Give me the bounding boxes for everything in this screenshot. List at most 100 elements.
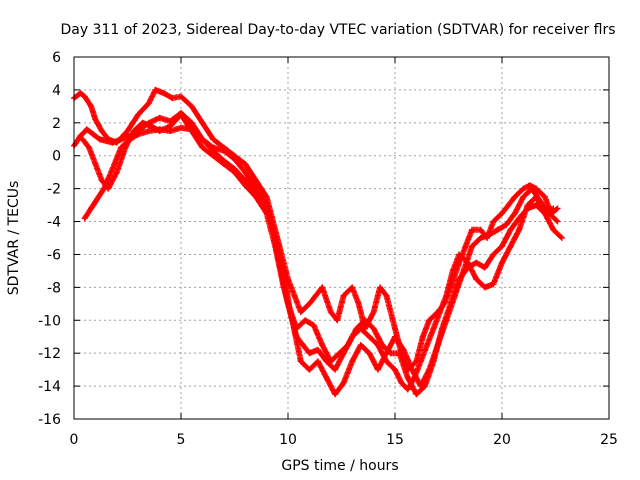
data-point	[188, 103, 195, 110]
data-point	[507, 243, 514, 250]
x-tick-label: 15	[386, 432, 404, 448]
data-point	[490, 251, 497, 258]
data-point	[558, 235, 565, 241]
data-point	[486, 231, 493, 238]
x-tick-label: 20	[493, 432, 511, 448]
data-point-markers	[81, 124, 556, 398]
data-point	[477, 235, 484, 241]
axis-ticks: 0 5 10 15 20 25 -16 -14 -12 -10 -8 -6 -4 -2 0 2 4 6	[38, 50, 618, 448]
data-point	[541, 193, 548, 200]
data-point	[464, 264, 471, 271]
x-tick-label: 0	[70, 432, 79, 448]
data-point	[447, 300, 454, 307]
data-point	[323, 374, 330, 381]
data-point	[156, 114, 163, 121]
data-point	[516, 226, 523, 233]
data-point	[392, 325, 398, 332]
data-point	[314, 346, 321, 353]
data-point	[379, 341, 386, 348]
data-point	[499, 259, 505, 266]
grid-lines	[74, 57, 609, 419]
y-tick-label: -16	[38, 412, 61, 428]
data-point	[319, 341, 326, 348]
data-point	[400, 346, 407, 353]
data-point	[511, 193, 518, 200]
data-point	[413, 391, 420, 398]
data-point	[404, 386, 411, 393]
data-point	[130, 128, 137, 135]
data-point	[88, 103, 95, 110]
data-point	[96, 136, 103, 143]
data-point	[293, 325, 300, 332]
data-point	[118, 136, 125, 143]
data-point	[242, 169, 249, 176]
data-point	[355, 300, 362, 307]
chart-title: Day 311 of 2023, Sidereal Day-to-day VTE…	[60, 22, 615, 38]
data-point	[188, 119, 195, 126]
data-point	[507, 226, 514, 233]
data-point	[83, 126, 90, 133]
data-point	[340, 292, 347, 299]
data-series	[81, 124, 557, 398]
data-point	[516, 215, 523, 222]
data-point	[526, 182, 533, 189]
y-tick-label: -10	[38, 313, 61, 329]
data-point	[419, 333, 426, 340]
data-point	[167, 128, 174, 135]
data-point	[220, 147, 227, 154]
data-point	[377, 284, 384, 291]
data-point	[210, 136, 217, 143]
data-series	[71, 109, 565, 393]
data-point	[252, 177, 259, 184]
y-tick-label: 4	[52, 83, 61, 99]
data-point	[533, 202, 540, 209]
data-point	[417, 358, 424, 365]
data-point	[109, 139, 116, 146]
data-point	[100, 185, 107, 192]
data-point	[199, 119, 206, 126]
data-point	[392, 333, 398, 340]
data-point	[145, 100, 152, 107]
data-point	[473, 276, 480, 283]
data-point	[439, 325, 446, 332]
data-point	[349, 284, 356, 291]
data-point	[81, 215, 88, 222]
data-point	[302, 317, 309, 324]
data-point	[77, 132, 84, 139]
data-point	[263, 205, 270, 212]
data-point	[263, 193, 270, 200]
data-point	[178, 111, 184, 118]
data-point	[520, 193, 527, 200]
data-point	[499, 210, 505, 217]
y-tick-label: -4	[47, 215, 61, 231]
data-point	[520, 185, 527, 192]
x-tick-label: 10	[279, 432, 297, 448]
data-point	[436, 309, 443, 316]
data-point	[297, 309, 304, 316]
data-point	[430, 325, 437, 332]
data-point	[473, 259, 480, 266]
data-point	[456, 276, 463, 283]
data-point	[188, 126, 195, 133]
data-point	[220, 157, 227, 164]
data-point	[88, 205, 95, 212]
data-point	[199, 144, 206, 151]
data-point	[92, 198, 99, 205]
data-series	[79, 111, 561, 398]
data-point	[242, 177, 249, 184]
data-point	[370, 325, 377, 332]
data-point	[503, 221, 510, 228]
data-point	[124, 128, 131, 135]
data-point	[252, 188, 259, 195]
data-point	[511, 210, 518, 217]
data-point	[299, 341, 306, 348]
data-point	[109, 165, 116, 172]
data-point	[310, 322, 317, 329]
data-point	[554, 218, 561, 225]
data-point	[404, 374, 411, 381]
data-point	[528, 185, 535, 192]
data-point	[85, 144, 92, 151]
data-point	[481, 264, 488, 271]
data-point	[327, 309, 334, 316]
data-point	[370, 309, 377, 316]
